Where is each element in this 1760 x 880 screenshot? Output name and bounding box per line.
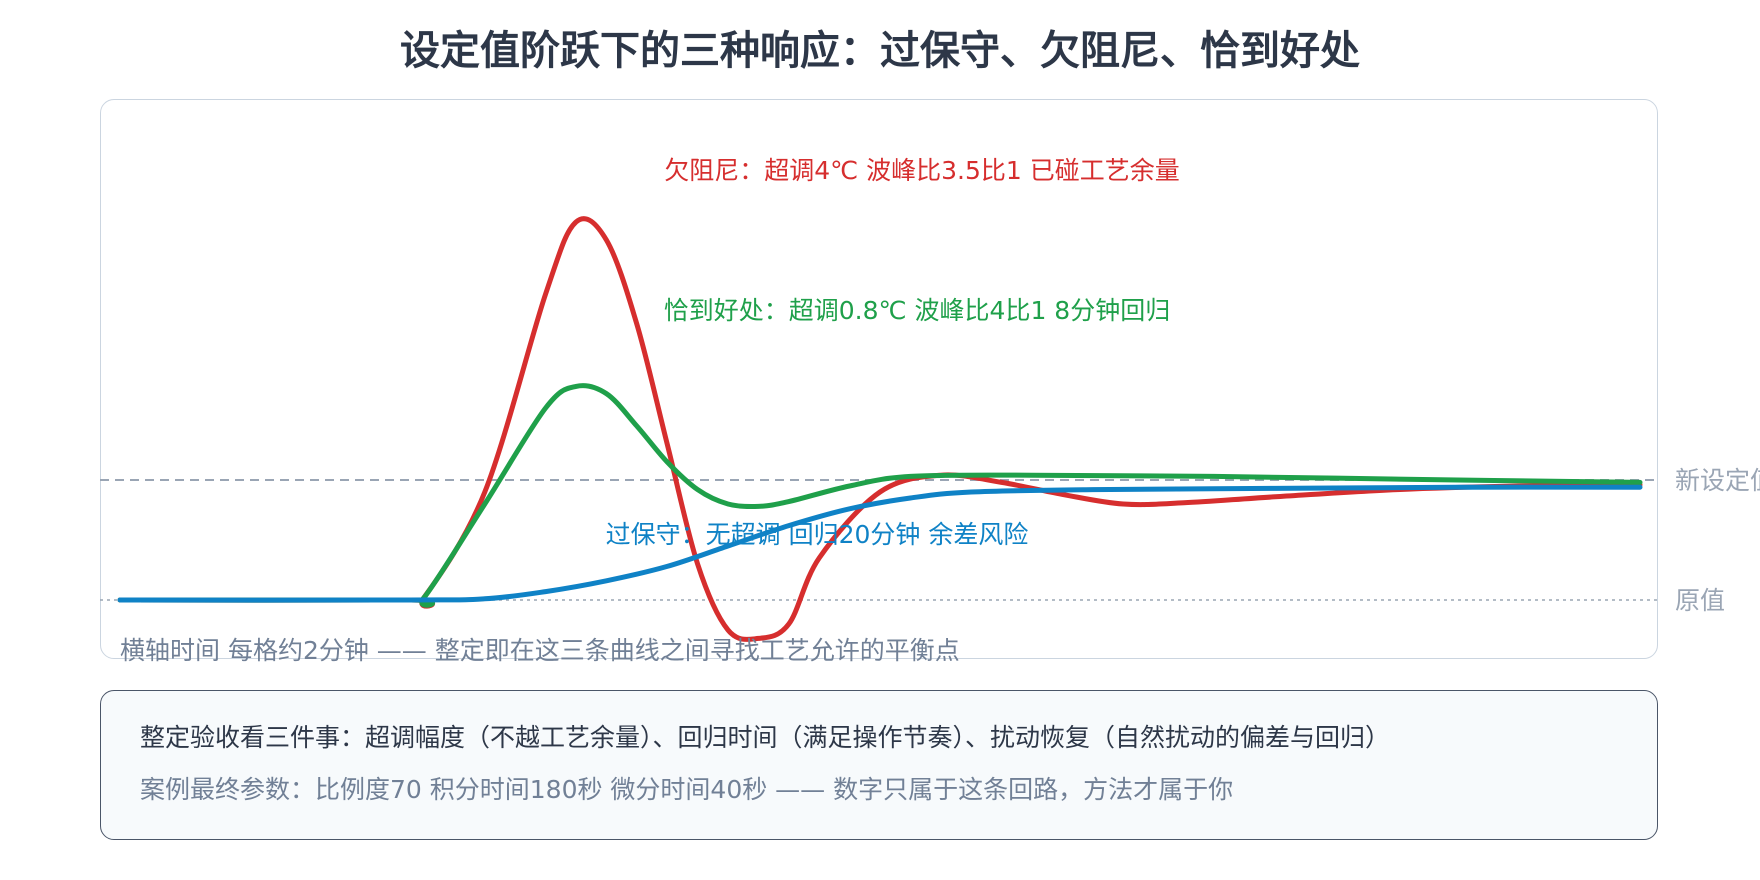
underdamped-curve [117,216,1643,642]
page-title: 设定值阶跃下的三种响应：过保守、欠阻尼、恰到好处 [400,28,1360,74]
chart-panel [100,99,1658,659]
final-parameters-text: 案例最终参数：比例度70 积分时间180秒 微分时间40秒 —— 数字只属于这条… [140,775,1234,804]
new-setpoint-label: 新设定值 [1675,466,1760,495]
optimal-curve [117,383,1643,608]
underdamped-annotation: 欠阻尼：超调4℃ 波峰比3.5比1 已碰工艺余量 [664,156,1180,185]
response-chart: 新设定值 原值 欠阻尼：超调4℃ 波峰比3.5比1 已碰工艺余量 恰到好处：超调… [100,156,1760,665]
conservative-annotation: 过保守：无超调 回归20分钟 余差风险 [606,520,1029,549]
conservative-curve [117,484,1643,603]
optimal-annotation: 恰到好处：超调0.8℃ 波峰比4比1 8分钟回归 [664,296,1170,325]
acceptance-criteria-text: 整定验收看三件事：超调幅度（不越工艺余量）、回归时间（满足操作节奏）、扰动恢复（… [140,723,1391,752]
x-axis-caption: 横轴时间 每格约2分钟 —— 整定即在这三条曲线之间寻找工艺允许的平衡点 [120,636,960,665]
original-value-label: 原值 [1675,586,1725,615]
summary-panel [100,690,1658,840]
